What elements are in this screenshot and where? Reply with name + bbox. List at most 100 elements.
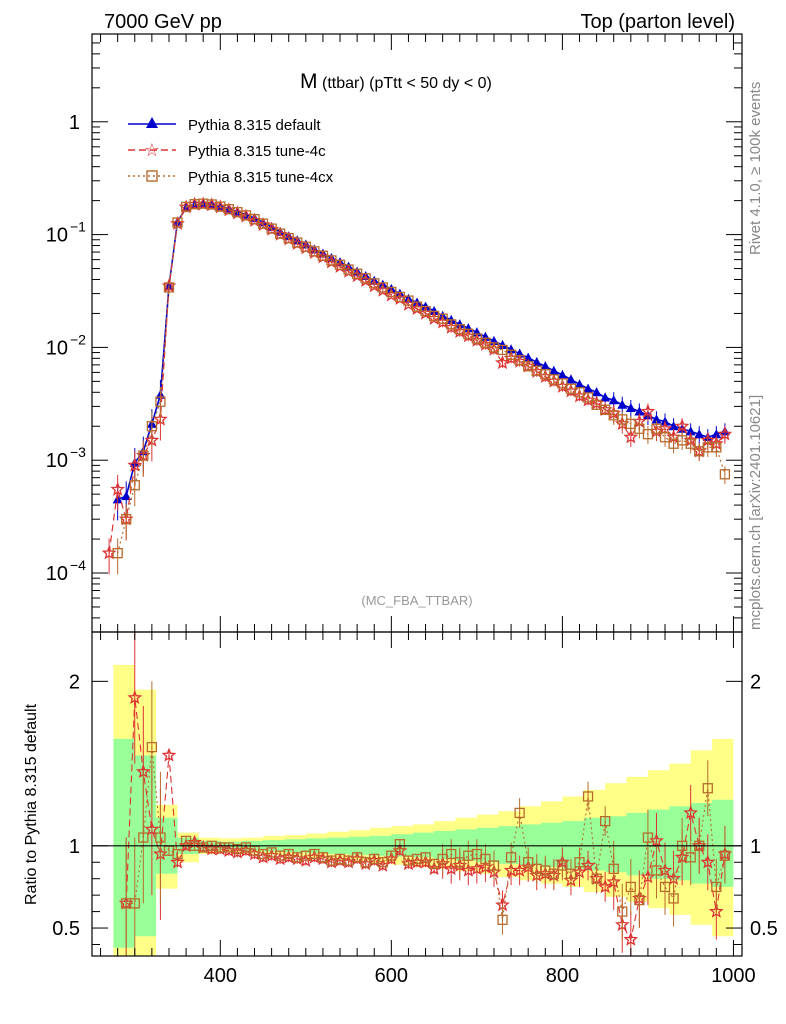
ratio-point-tune4cx xyxy=(642,832,654,843)
ratio-y-tick-label-left: 2 xyxy=(69,671,80,693)
ratio-uncertainty-bands xyxy=(113,664,734,956)
main-point-default xyxy=(583,383,594,393)
ratio-y-tick-label-right: 1 xyxy=(750,836,761,858)
main-point-default xyxy=(429,306,440,316)
ratio-axis-ticks xyxy=(92,632,742,956)
main-line-tune4cx xyxy=(117,203,726,554)
ratio-line-tune4cx xyxy=(126,747,726,920)
main-point-default xyxy=(591,387,602,397)
main-point-tune4cx xyxy=(600,404,611,415)
main-point-default xyxy=(608,395,619,405)
rivet-label: Rivet 4.1.0, ≥ 100k events xyxy=(747,82,764,255)
ratio-point-tune4c xyxy=(170,854,185,869)
main-y-tick-exponent: −2 xyxy=(70,331,86,347)
ratio-y-axis-label: Ratio to Pythia 8.315 default xyxy=(23,703,40,905)
main-y-tick-labels: 10 −410 −310 −210 −11 xyxy=(46,112,86,585)
main-point-tune4c xyxy=(127,457,143,472)
x-tick-labels: 400 600 800 1000 xyxy=(204,965,756,987)
ratio-point-tune4cx xyxy=(711,881,722,893)
main-point-default xyxy=(668,421,679,431)
main-point-tune4cx xyxy=(163,282,175,293)
ratio-panel: 0.5 0.5 1 1 2 2 400 600 800 1000 Ratio to Pythia… xyxy=(23,631,778,987)
ratio-point-tune4cx xyxy=(582,791,594,802)
main-point-default xyxy=(506,344,517,354)
main-point-default xyxy=(617,399,628,409)
main-point-default xyxy=(258,217,269,227)
ratio-y-tick-labels: 0.5 0.5 1 1 2 2 xyxy=(52,671,778,940)
main-point-tune4cx xyxy=(582,392,594,403)
legend-marker-tune4c: ☆ xyxy=(144,140,160,161)
ratio-point-tune4cx xyxy=(155,832,166,843)
main-point-tune4cx xyxy=(685,438,696,449)
main-point-tune4cx xyxy=(711,442,722,453)
main-y-tick-label: 10 xyxy=(46,563,68,585)
main-y-tick-exponent: −1 xyxy=(70,219,86,235)
main-series-group xyxy=(101,196,733,575)
ratio-point-tune4cx xyxy=(651,865,662,876)
main-point-tune4c xyxy=(495,355,510,370)
main-point-tune4cx xyxy=(403,295,414,306)
x-tick-label: 600 xyxy=(375,965,408,987)
main-point-tune4cx xyxy=(112,548,123,559)
analysis-watermark: (MC_FBA_TTBAR) xyxy=(361,593,472,608)
ratio-frame xyxy=(91,631,743,957)
plot-title-main: M xyxy=(300,70,318,93)
legend-label-tune4c: Pythia 8.315 tune-4c xyxy=(188,143,326,160)
ratio-point-tune4cx xyxy=(702,783,713,794)
main-point-tune4cx xyxy=(540,368,551,380)
main-point-tune4c xyxy=(674,418,690,433)
ratio-y-tick-label-left: 1 xyxy=(69,836,80,858)
ratio-point-tune4cx xyxy=(386,850,397,861)
ratio-point-tune4cx xyxy=(146,741,158,753)
ratio-point-tune4cx xyxy=(172,848,183,860)
ratio-point-tune4cx xyxy=(659,881,671,893)
main-point-tune4cx xyxy=(138,450,149,461)
main-point-tune4cx xyxy=(155,396,166,407)
ratio-y-tick-label-right: 0.5 xyxy=(750,918,778,940)
x-tick-label: 800 xyxy=(546,965,579,987)
main-point-default xyxy=(557,369,568,379)
legend-entry-default: Pythia 8.315 default xyxy=(128,117,321,134)
ratio-point-tune4c xyxy=(144,821,160,836)
ratio-outer-band xyxy=(113,664,734,956)
plot-title-sub: (ttbar) (pTtt < 50 dy < 0) xyxy=(322,75,492,92)
ratio-point-tune4cx xyxy=(548,868,559,879)
ratio-point-tune4cx xyxy=(625,881,636,893)
main-point-default xyxy=(540,361,551,371)
ratio-y-tick-label-left: 0.5 xyxy=(52,918,80,940)
main-point-tune4cx xyxy=(634,423,645,434)
header-energy: 7000 GeV pp xyxy=(104,11,222,33)
main-y-tick-exponent: −4 xyxy=(70,557,86,573)
ratio-point-tune4c xyxy=(597,879,613,894)
x-tick-label: 400 xyxy=(204,965,237,987)
main-point-default xyxy=(283,231,294,241)
main-point-tune4cx xyxy=(129,480,140,491)
ratio-point-tune4c xyxy=(623,931,639,946)
main-point-tune4cx xyxy=(574,387,585,398)
ratio-point-tune4cx xyxy=(685,852,696,863)
ratio-inner-band xyxy=(113,738,734,948)
main-point-tune4cx xyxy=(121,514,132,525)
mcplots-label: mcplots.cern.ch [arXiv:2401.10621] xyxy=(747,395,764,630)
ratio-point-tune4cx xyxy=(394,839,406,850)
ratio-series-group xyxy=(118,632,733,956)
main-point-tune4cx xyxy=(437,313,448,324)
main-point-tune4c xyxy=(640,403,656,418)
main-point-default xyxy=(634,406,645,416)
main-point-default xyxy=(548,365,559,375)
ratio-point-tune4cx xyxy=(454,857,465,868)
ratio-point-tune4cx xyxy=(420,852,431,863)
ratio-point-tune4c xyxy=(161,747,177,762)
ratio-point-tune4c xyxy=(127,690,143,705)
ratio-point-tune4cx xyxy=(446,848,457,860)
ratio-point-tune4c xyxy=(683,805,699,820)
legend: Pythia 8.315 default ☆ Pythia 8.315 tune… xyxy=(128,117,334,186)
main-point-default xyxy=(600,392,611,402)
main-point-default xyxy=(711,429,722,439)
main-line-tune4c xyxy=(108,203,726,554)
ratio-point-tune4cx xyxy=(574,857,585,868)
main-y-tick-label: 10 xyxy=(46,225,68,247)
main-y-tick-label: 10 xyxy=(46,450,68,472)
legend-marker-default xyxy=(146,117,158,128)
